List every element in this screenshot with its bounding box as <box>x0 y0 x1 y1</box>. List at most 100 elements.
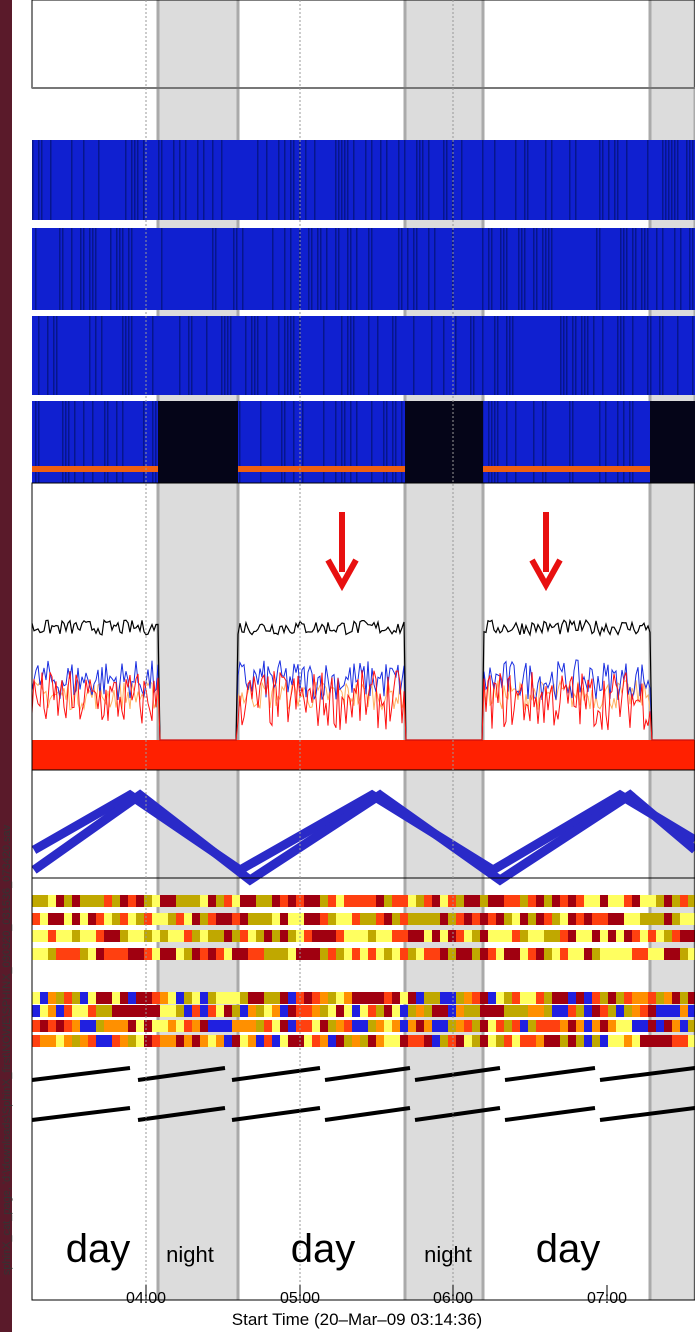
color-band <box>288 948 296 960</box>
color-band <box>512 1020 520 1032</box>
color-band <box>176 930 184 942</box>
color-band <box>528 1020 536 1032</box>
color-band <box>656 913 664 925</box>
color-band <box>344 1005 352 1017</box>
color-band <box>544 948 552 960</box>
spectrogram-stripe <box>104 401 106 483</box>
color-band <box>616 1005 624 1017</box>
color-band <box>616 913 624 925</box>
color-band <box>616 895 624 907</box>
spectrogram-stripe <box>347 140 349 220</box>
spectrogram-stripe <box>122 228 124 310</box>
color-band <box>80 1020 88 1032</box>
color-band <box>560 948 568 960</box>
color-band <box>632 1035 640 1047</box>
color-band <box>352 1020 360 1032</box>
color-band <box>648 1020 656 1032</box>
spectrogram-stripe <box>662 140 664 220</box>
color-band <box>160 1020 168 1032</box>
color-band <box>344 913 352 925</box>
spectrogram-stripe <box>71 140 73 220</box>
color-band <box>672 913 680 925</box>
spectrogram-stripe <box>152 316 154 395</box>
light-curve <box>31 679 694 741</box>
color-band <box>544 895 552 907</box>
color-band <box>584 1005 592 1017</box>
spectrogram-stripe <box>203 140 205 220</box>
spectrogram-stripe <box>83 140 85 220</box>
color-band <box>416 895 424 907</box>
color-band <box>632 930 640 942</box>
color-band <box>216 930 224 942</box>
color-band <box>408 895 416 907</box>
color-band <box>456 992 464 1004</box>
color-band <box>616 1020 624 1032</box>
spectrogram-stripe <box>419 140 421 220</box>
color-band <box>384 1005 392 1017</box>
color-band <box>560 895 568 907</box>
spectrogram-stripe <box>515 401 517 483</box>
color-band <box>232 1020 240 1032</box>
spectrogram-stripe <box>350 228 352 310</box>
color-band <box>408 930 416 942</box>
color-band <box>480 1035 488 1047</box>
spectrogram-stripe <box>674 140 676 220</box>
color-band <box>152 913 160 925</box>
flux-floor <box>32 740 695 770</box>
spectrogram-stripe <box>341 401 343 483</box>
color-band <box>432 930 440 942</box>
color-band <box>192 992 200 1004</box>
color-band <box>512 913 520 925</box>
spectrogram-stripe <box>398 228 400 310</box>
color-band <box>464 930 472 942</box>
color-band <box>144 1020 152 1032</box>
spectrogram-stripe <box>503 228 505 310</box>
color-band <box>672 1005 680 1017</box>
color-band <box>504 948 512 960</box>
spectrogram-stripe <box>599 140 601 220</box>
color-band <box>152 895 160 907</box>
color-band <box>384 992 392 1004</box>
day-night-label: day <box>536 1227 601 1271</box>
color-band <box>56 913 64 925</box>
color-band <box>648 930 656 942</box>
color-band <box>216 992 224 1004</box>
color-band <box>432 1005 440 1017</box>
color-band <box>264 992 272 1004</box>
spectrogram-stripe <box>272 228 274 310</box>
x-tick-label: 06:00 <box>433 1290 473 1307</box>
spectrogram-stripe <box>416 140 418 220</box>
spectrogram-stripe <box>191 316 193 395</box>
color-band <box>120 913 128 925</box>
color-band <box>112 913 120 925</box>
color-band <box>272 895 280 907</box>
dash-track <box>324 1106 411 1122</box>
spectrogram-stripe <box>125 316 127 395</box>
color-band <box>208 1035 216 1047</box>
spectrogram-stripe <box>551 140 553 220</box>
color-band <box>536 895 544 907</box>
color-band <box>64 913 72 925</box>
color-band <box>552 1035 560 1047</box>
color-band <box>32 948 40 960</box>
color-band <box>152 948 160 960</box>
spectrogram-stripe <box>431 316 433 395</box>
spectrogram-stripe <box>623 316 625 395</box>
color-band <box>384 1035 392 1047</box>
color-band <box>296 1005 304 1017</box>
lower-frame <box>31 482 695 1301</box>
spectrogram-stripe <box>233 228 235 310</box>
color-band <box>88 1005 96 1017</box>
color-band <box>528 948 536 960</box>
color-band <box>80 1035 88 1047</box>
color-band <box>360 1035 368 1047</box>
spectrogram-stripe <box>533 228 535 310</box>
color-band <box>248 930 256 942</box>
dash-track <box>599 1106 695 1122</box>
color-band <box>120 930 128 942</box>
color-band <box>224 948 232 960</box>
spectrogram-stripe <box>371 140 373 220</box>
color-band <box>256 948 264 960</box>
color-band <box>360 930 368 942</box>
color-band <box>160 930 168 942</box>
